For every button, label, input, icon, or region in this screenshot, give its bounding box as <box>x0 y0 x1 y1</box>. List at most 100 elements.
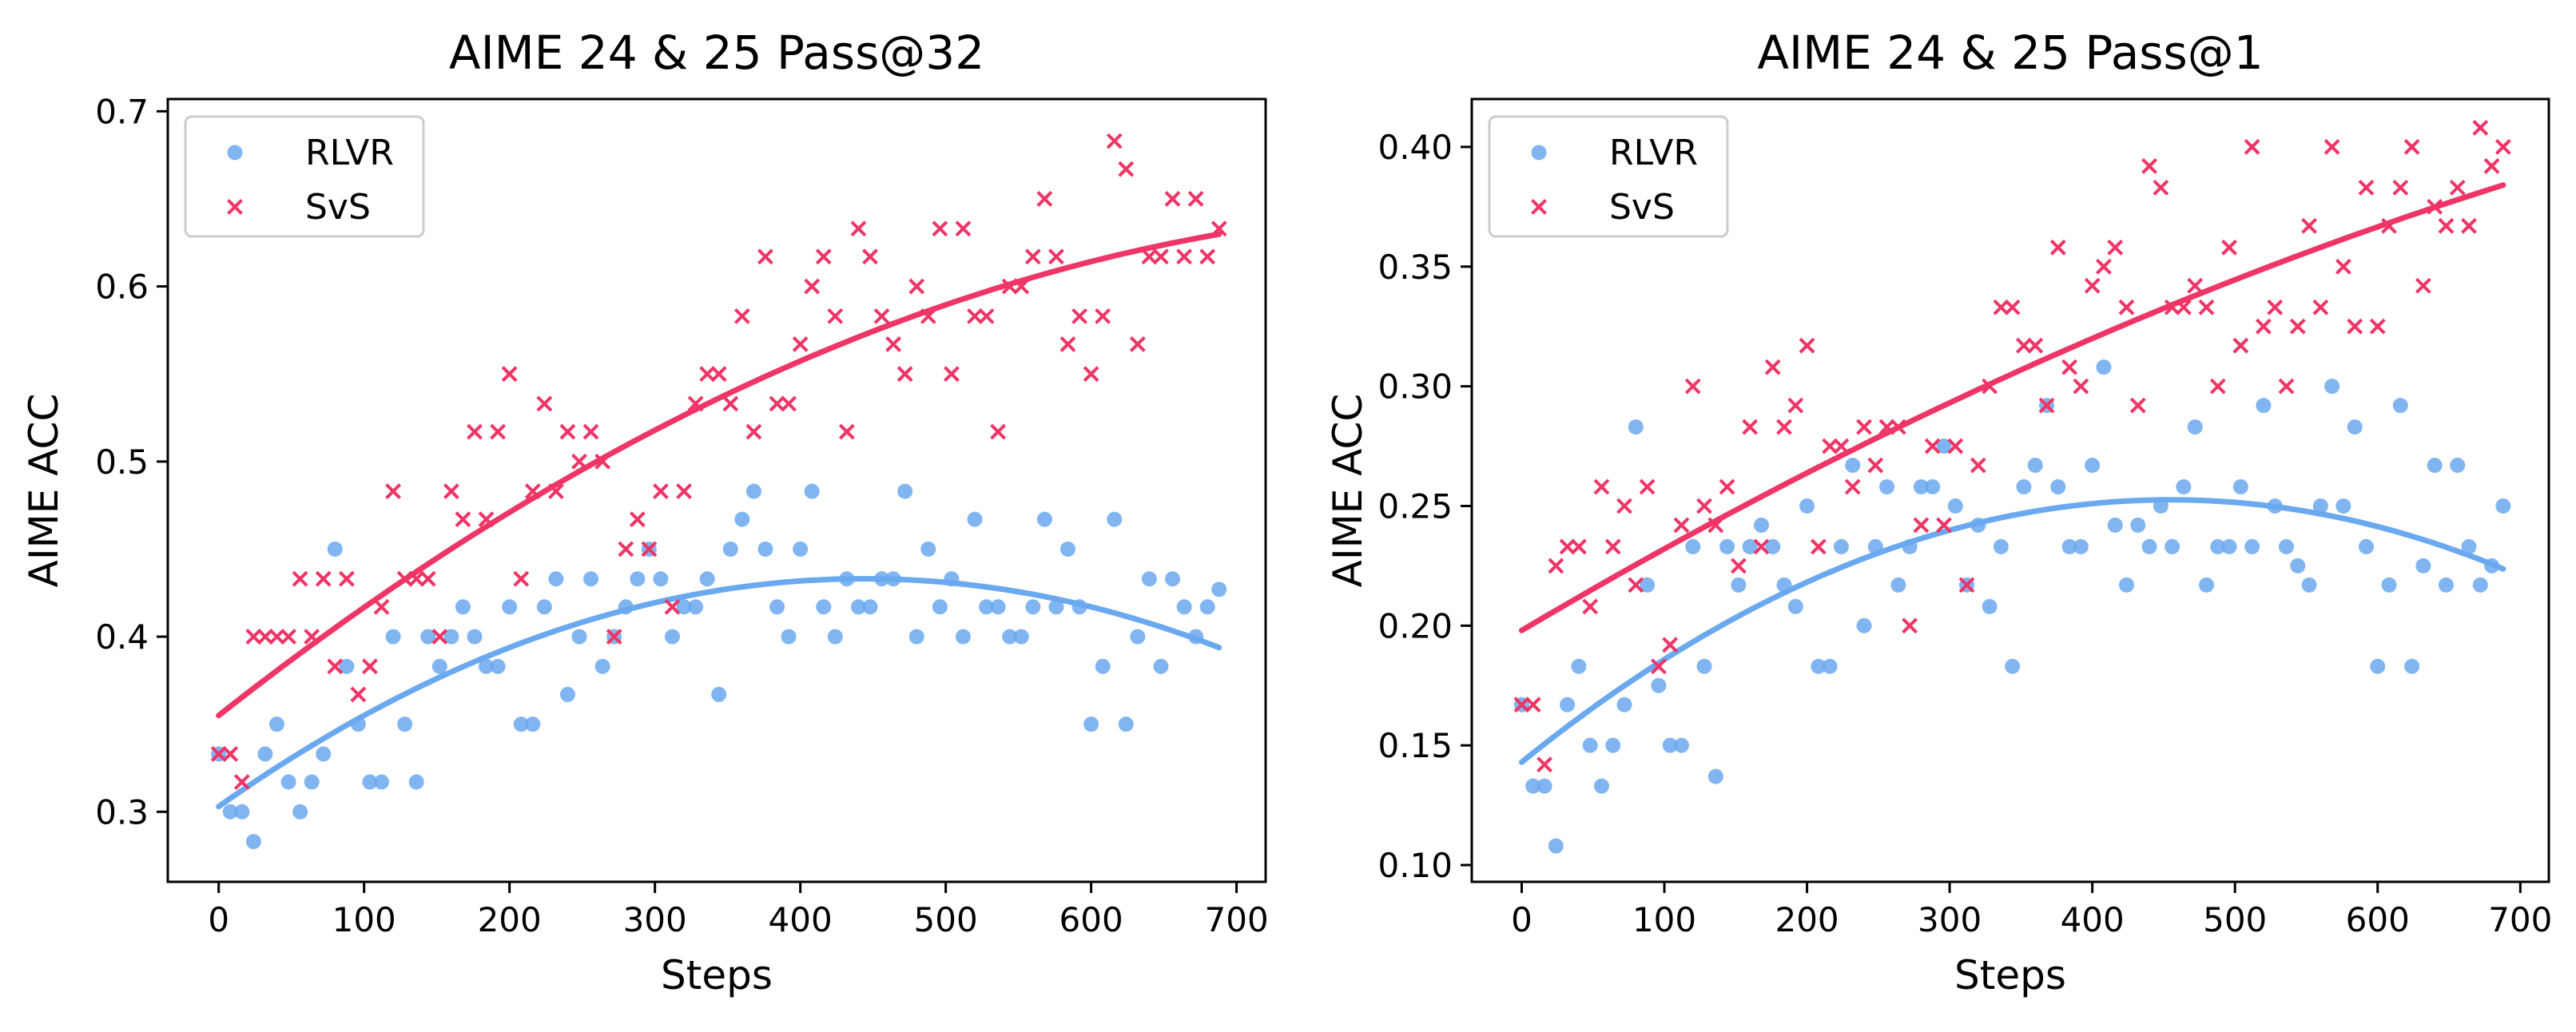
point-svs <box>769 395 785 412</box>
point-svs <box>1106 133 1123 149</box>
point-svs <box>664 598 681 615</box>
point-svs <box>2267 299 2284 316</box>
point-rlvr <box>2312 498 2328 514</box>
point-rlvr <box>955 629 971 645</box>
point-rlvr <box>1685 538 1701 554</box>
point-svs <box>2278 378 2295 395</box>
chart-title: AIME 24 & 25 Pass@32 <box>449 26 984 80</box>
point-svs <box>1867 457 1884 474</box>
point-rlvr <box>2278 538 2294 554</box>
point-svs <box>1764 359 1781 375</box>
point-svs <box>582 423 599 440</box>
point-rlvr <box>1765 538 1781 554</box>
point-svs <box>350 686 367 703</box>
point-rlvr <box>897 483 913 499</box>
point-svs <box>245 629 262 645</box>
point-rlvr <box>2404 658 2420 674</box>
x-tick-label: 600 <box>1059 900 1123 939</box>
point-svs <box>327 658 344 675</box>
point-rlvr <box>2427 458 2443 474</box>
point-rlvr <box>2347 419 2363 435</box>
point-svs <box>2369 318 2386 335</box>
point-rlvr <box>2495 498 2511 514</box>
point-rlvr <box>1913 479 1929 495</box>
point-rlvr <box>292 804 308 820</box>
fit-line-svs <box>1519 182 2506 633</box>
legend-label-svs: SvS <box>1609 187 1675 228</box>
point-svs <box>1662 637 1679 653</box>
point-rlvr <box>467 629 483 645</box>
point-svs <box>373 598 390 615</box>
point-svs <box>2004 299 2021 316</box>
point-rlvr <box>2472 577 2488 593</box>
point-rlvr <box>2096 359 2112 375</box>
point-svs <box>2347 318 2363 335</box>
point-svs <box>1570 538 1587 555</box>
point-svs <box>2335 258 2351 275</box>
point-svs <box>1993 299 2010 316</box>
point-rlvr <box>1141 571 1157 587</box>
y-tick-label: 0.3 <box>95 792 149 832</box>
point-rlvr <box>1799 498 1815 514</box>
legend-label-rlvr: RLVR <box>305 133 394 173</box>
point-rlvr <box>2050 479 2066 495</box>
point-rlvr <box>479 658 495 674</box>
point-rlvr <box>2027 458 2043 474</box>
point-svs <box>1924 438 1941 454</box>
point-rlvr <box>2450 458 2466 474</box>
point-svs <box>536 395 553 412</box>
point-svs <box>804 278 821 295</box>
point-svs <box>1673 517 1690 534</box>
point-rlvr <box>1130 629 1146 645</box>
point-rlvr <box>745 483 761 499</box>
point-svs <box>1936 517 1952 534</box>
point-rlvr <box>339 658 355 674</box>
point-svs <box>2403 139 2420 155</box>
point-svs <box>385 483 401 500</box>
point-svs <box>222 746 239 762</box>
point-rlvr <box>257 746 273 762</box>
point-svs <box>268 629 285 645</box>
point-svs <box>1164 191 1181 207</box>
legend-box <box>1488 115 1729 238</box>
point-rlvr <box>1036 511 1052 527</box>
point-svs <box>292 570 308 587</box>
point-svs <box>1525 697 1541 713</box>
point-svs <box>501 366 518 383</box>
point-svs <box>1856 419 1872 435</box>
point-svs <box>419 570 436 587</box>
point-svs <box>2209 378 2226 395</box>
point-svs <box>1696 498 1712 514</box>
point-rlvr <box>1548 838 1564 854</box>
point-rlvr <box>1787 598 1803 614</box>
point-rlvr <box>304 774 320 790</box>
point-svs <box>990 423 1007 440</box>
point-rlvr <box>793 541 809 557</box>
point-svs <box>1650 658 1667 675</box>
point-rlvr <box>850 599 866 615</box>
point-svs <box>781 395 797 412</box>
x-axis-label: Steps <box>661 952 773 998</box>
point-svs <box>2141 157 2157 174</box>
point-rlvr <box>920 541 936 557</box>
point-svs <box>1810 538 1827 555</box>
point-rlvr <box>722 541 738 557</box>
y-tick-label: 0.20 <box>1377 606 1453 645</box>
point-rlvr <box>1176 599 1192 615</box>
x-tick-label: 0 <box>1511 900 1532 939</box>
point-svs <box>1593 478 1610 495</box>
point-svs <box>850 220 867 237</box>
point-rlvr <box>2187 419 2203 435</box>
point-svs <box>978 308 995 324</box>
point-svs <box>1947 438 1964 454</box>
point-svs <box>443 483 459 500</box>
point-svs <box>2415 277 2431 294</box>
point-rlvr <box>2165 538 2180 554</box>
point-rlvr <box>1083 716 1099 732</box>
point-rlvr <box>2176 479 2192 495</box>
point-svs <box>710 366 727 383</box>
point-svs <box>2038 397 2055 414</box>
point-svs <box>2061 359 2078 375</box>
point-svs <box>1176 248 1193 265</box>
y-tick-label: 0.35 <box>1377 248 1453 287</box>
